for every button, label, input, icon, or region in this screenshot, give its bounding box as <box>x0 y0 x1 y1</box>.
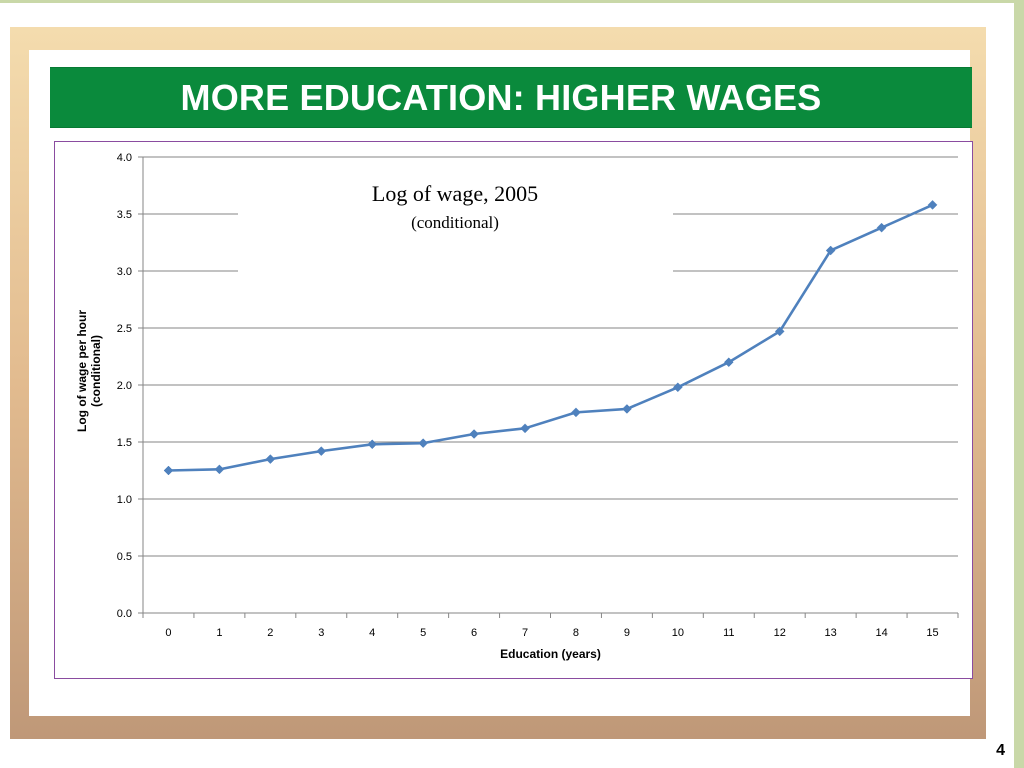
data-point <box>927 200 938 210</box>
x-tick-label: 0 <box>165 627 171 639</box>
tick-labels: 0.00.51.01.52.02.53.03.54.00 1 2 3 4 5 6 7 8 9 10 1… <box>117 152 939 639</box>
data-point <box>622 404 632 414</box>
chart-area: 0.0 0.5 1.0 1.5 2.0 2.5 3.0 3.5 4.0 0 1 2 3 4 5 6 7 8 9 10 1… <box>54 141 973 679</box>
x-tick-label: 1 <box>216 627 222 639</box>
slide-edge-right <box>1014 0 1024 768</box>
data-point <box>774 326 785 337</box>
x-tick-label: 6 <box>471 627 477 639</box>
slide-title: MORE EDUCATION: HIGHER WAGES <box>180 76 822 118</box>
x-tick-label: 12 <box>774 627 786 639</box>
axes <box>138 156 959 618</box>
chart-subtitle: (conditional) <box>411 213 499 232</box>
title-bar: MORE EDUCATION: HIGHER WAGES <box>50 67 972 128</box>
page-number: 4 <box>996 742 1005 759</box>
y-tick-label: 1.0 <box>117 494 132 506</box>
x-tick-label: 10 <box>672 627 684 639</box>
series <box>163 200 938 476</box>
x-axis-label: Education (years) <box>500 647 601 661</box>
y-tick-label: 0.5 <box>117 551 132 563</box>
y-tick-label: 0.0 <box>117 608 132 620</box>
y-tick-label: 2.0 <box>117 380 132 392</box>
x-tick-label: 9 <box>624 627 630 639</box>
data-point <box>571 407 581 418</box>
data-point <box>367 439 378 450</box>
x-tick-label: 2 <box>267 627 273 639</box>
data-point <box>163 465 174 476</box>
y-axis-label-qualifier: (conditional) <box>89 335 103 407</box>
x-tick-label: 8 <box>573 627 579 639</box>
chart-title-background <box>238 172 673 282</box>
slide-edge-top <box>0 0 1024 3</box>
series-line <box>167 203 934 472</box>
y-tick-label: 3.5 <box>117 209 132 221</box>
y-axis-label: Log of wage per hour <box>75 310 89 432</box>
x-tick-label: 14 <box>875 627 887 639</box>
data-point <box>825 245 836 256</box>
x-tick-label: 15 <box>926 627 938 639</box>
y-tick-label: 2.5 <box>117 323 132 335</box>
data-point <box>876 222 887 233</box>
data-point <box>214 464 225 475</box>
x-tick-label: 11 <box>723 627 734 639</box>
line-chart: 0.00.51.01.52.02.53.03.54.00 1 2 3 4 5 6 7 8 9 10 1… <box>75 152 959 661</box>
data-point <box>520 423 530 434</box>
data-point <box>316 446 327 456</box>
y-tick-label: 3.0 <box>117 266 132 278</box>
data-point <box>265 454 276 464</box>
y-tick-label: 1.5 <box>117 437 132 449</box>
data-point <box>672 382 683 393</box>
x-tick-label: 4 <box>369 627 375 639</box>
data-point <box>469 429 479 439</box>
x-tick-label: 7 <box>522 627 528 639</box>
x-tick-label: 3 <box>318 627 324 639</box>
x-tick-label: 5 <box>420 627 426 639</box>
y-tick-label: 4.0 <box>117 152 132 164</box>
chart-title: Log of wage, 2005 <box>372 181 538 206</box>
data-point <box>723 357 734 368</box>
x-tick-label: 13 <box>825 627 837 639</box>
data-point <box>418 438 429 448</box>
